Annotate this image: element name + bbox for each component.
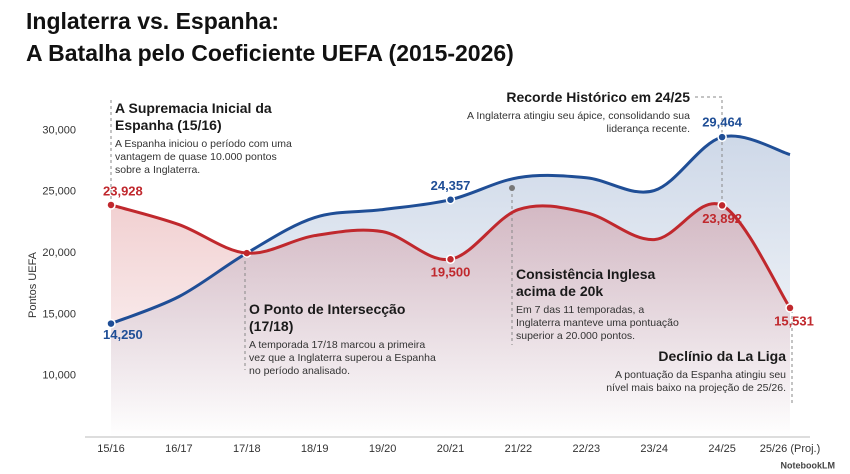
annotation: O Ponto de Intersecção (17/18) A temporad… (249, 301, 444, 378)
annotation: Recorde Histórico em 24/25 A Inglaterra a… (450, 89, 690, 136)
data-point (106, 200, 116, 210)
annotation-text: Em 7 das 11 temporadas, a Inglaterra man… (516, 304, 679, 342)
value-label: 14,250 (103, 327, 143, 342)
y-tick-label: 10,000 (42, 370, 76, 382)
annotation-text: A temporada 17/18 marcou a primeira vez … (249, 339, 436, 377)
annotation-title: Declínio da La Liga (658, 348, 786, 364)
series-line (110, 202, 792, 309)
subtitle: A Batalha pelo Coeficiente UEFA (2015-20… (26, 40, 514, 66)
annotation: A Supremacia Inicial da Espanha (15/16) A… (115, 100, 305, 177)
y-tick-label: 25,000 (42, 186, 76, 198)
x-tick-label: 19/20 (369, 443, 397, 455)
x-tick-label: 24/25 (708, 443, 736, 455)
annotation-text: A Espanha iniciou o período com uma vant… (115, 138, 292, 176)
annotation-text: A Inglaterra atingiu seu ápice, consolid… (467, 110, 690, 135)
data-point (445, 194, 456, 205)
data-point (445, 254, 456, 264)
title: Inglaterra vs. Espanha: (26, 8, 280, 34)
value-label: 24,357 (431, 178, 471, 193)
annotation: Consistência Inglesa acima de 20k Em 7 da… (516, 266, 691, 343)
leader-dot (509, 185, 515, 191)
y-tick-label: 15,000 (42, 308, 76, 320)
x-tick-label: 22/23 (573, 443, 601, 455)
x-tick-label: 25/26 (Proj.) (760, 443, 821, 455)
x-tick-label: 23/24 (640, 443, 668, 455)
annotation-title: Consistência Inglesa acima de 20k (516, 266, 656, 299)
data-point (106, 318, 116, 329)
data-point (717, 132, 727, 142)
annotation-title: Recorde Histórico em 24/25 (506, 89, 690, 105)
x-tick-label: 21/22 (505, 443, 533, 455)
annotation: Declínio da La Liga A pontuação da Espanh… (590, 348, 786, 395)
value-label: 15,531 (774, 313, 814, 328)
x-tick-label: 20/21 (437, 443, 465, 455)
value-label: 23,928 (103, 183, 143, 198)
x-tick-label: 15/16 (97, 443, 125, 455)
data-point (717, 200, 727, 211)
value-label: 19,500 (431, 265, 471, 280)
value-label: 29,464 (702, 115, 743, 130)
annotation-text: A pontuação da Espanha atingiu seu nível… (606, 369, 786, 394)
y-axis-label: Pontos UEFA (27, 251, 39, 318)
x-tick-label: 18/19 (301, 443, 329, 455)
x-tick-label: 17/18 (233, 443, 261, 455)
y-tick-label: 20,000 (42, 247, 76, 259)
annotation-title: O Ponto de Intersecção (17/18) (249, 301, 406, 334)
x-tick-label: 16/17 (165, 443, 193, 455)
series-area (111, 203, 790, 437)
value-label: 23,892 (702, 211, 742, 226)
y-tick-label: 30,000 (42, 124, 76, 136)
footer: NotebookLM (781, 460, 836, 470)
annotation-title: A Supremacia Inicial da Espanha (15/16) (115, 100, 272, 133)
data-point (785, 303, 795, 313)
